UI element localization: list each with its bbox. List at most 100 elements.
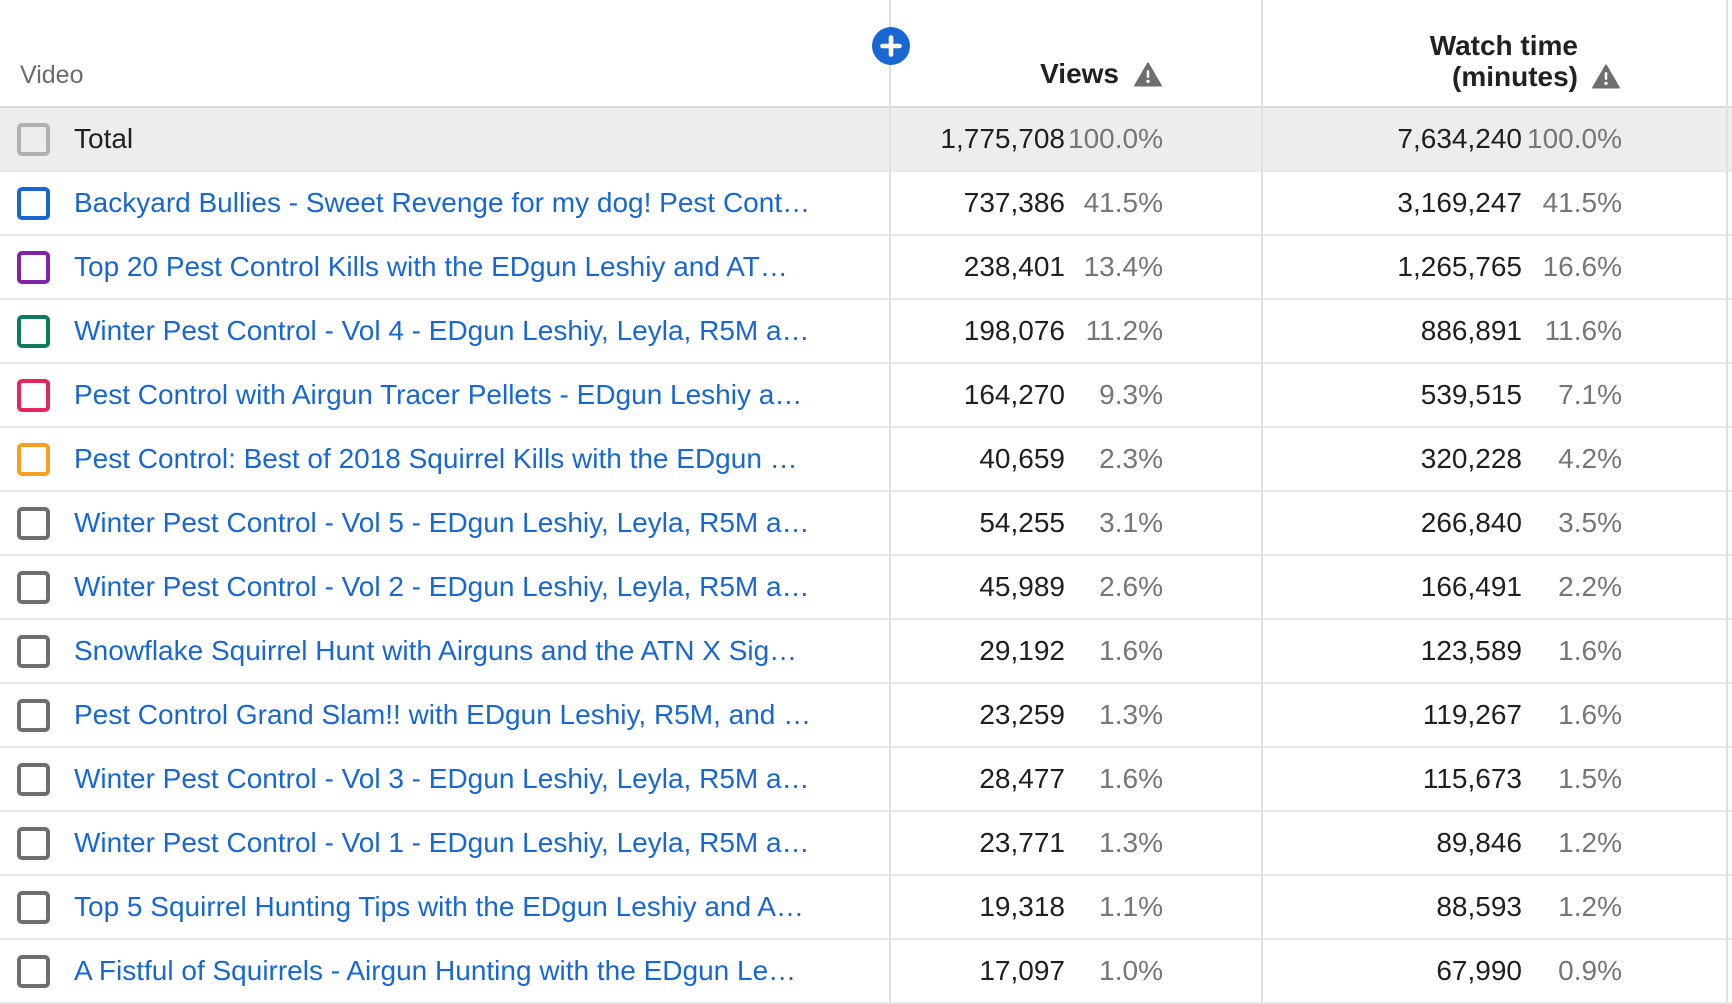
watch-time-cell: 67,990 0.9% xyxy=(1262,955,1727,987)
views-cell: 54,255 3.1% xyxy=(890,507,1262,539)
video-title-link[interactable]: Winter Pest Control - Vol 2 - EDgun Lesh… xyxy=(74,571,810,602)
watch-time-value: 539,515 xyxy=(1420,379,1522,410)
views-percent: 2.3% xyxy=(1099,443,1163,474)
views-cell: 737,386 41.5% xyxy=(890,187,1262,219)
video-cell: Top 5 Squirrel Hunting Tips with the EDg… xyxy=(0,890,890,924)
watch-time-percent: 100.0% xyxy=(1527,123,1622,154)
video-cell: Winter Pest Control - Vol 2 - EDgun Lesh… xyxy=(0,570,890,604)
views-cell: 23,259 1.3% xyxy=(890,699,1262,731)
views-value: 29,192 xyxy=(979,635,1065,666)
views-percent: 1.1% xyxy=(1099,891,1163,922)
table-row: Winter Pest Control - Vol 3 - EDgun Lesh… xyxy=(0,746,1732,810)
video-title-link[interactable]: Snowflake Squirrel Hunt with Airguns and… xyxy=(74,635,798,666)
views-value: 17,097 xyxy=(979,955,1065,986)
watch-time-value: 1,265,765 xyxy=(1397,251,1522,282)
video-title-link[interactable]: Winter Pest Control - Vol 5 - EDgun Lesh… xyxy=(74,507,810,538)
watch-time-percent: 41.5% xyxy=(1542,187,1622,218)
views-value: 28,477 xyxy=(979,763,1065,794)
video-title-link[interactable]: Winter Pest Control - Vol 1 - EDgun Lesh… xyxy=(74,827,810,858)
table-row: Winter Pest Control - Vol 5 - EDgun Lesh… xyxy=(0,490,1732,554)
video-cell: Top 20 Pest Control Kills with the EDgun… xyxy=(0,250,890,284)
video-title-link[interactable]: Top 20 Pest Control Kills with the EDgun… xyxy=(74,251,788,282)
watch-time-value: 89,846 xyxy=(1436,827,1522,858)
table-row: Top 5 Squirrel Hunting Tips with the EDg… xyxy=(0,874,1732,938)
views-value: 45,989 xyxy=(979,571,1065,602)
row-checkbox[interactable] xyxy=(17,954,50,988)
views-value: 40,659 xyxy=(979,443,1065,474)
watch-time-cell: 539,515 7.1% xyxy=(1262,379,1727,411)
column-header-video: Video xyxy=(20,61,84,89)
watch-time-value: 67,990 xyxy=(1436,955,1522,986)
row-checkbox[interactable] xyxy=(17,186,50,220)
views-cell: 29,192 1.6% xyxy=(890,635,1262,667)
watch-time-percent: 2.2% xyxy=(1558,571,1622,602)
watch-time-percent: 1.6% xyxy=(1558,699,1622,730)
row-checkbox[interactable] xyxy=(17,826,50,860)
views-percent: 1.6% xyxy=(1099,635,1163,666)
watch-time-cell: 166,491 2.2% xyxy=(1262,571,1727,603)
row-checkbox[interactable] xyxy=(17,762,50,796)
table-row: Winter Pest Control - Vol 1 - EDgun Lesh… xyxy=(0,810,1732,874)
video-cell: Pest Control with Airgun Tracer Pellets … xyxy=(0,378,890,412)
views-cell: 1,775,708 100.0% xyxy=(890,123,1262,155)
watch-time-value: 166,491 xyxy=(1420,571,1522,602)
table-row: Pest Control: Best of 2018 Squirrel Kill… xyxy=(0,426,1732,490)
video-title-link[interactable]: Pest Control with Airgun Tracer Pellets … xyxy=(74,379,803,410)
video-title-link[interactable]: Pest Control: Best of 2018 Squirrel Kill… xyxy=(74,443,798,474)
watch-time-cell: 89,846 1.2% xyxy=(1262,827,1727,859)
watch-time-value: 123,589 xyxy=(1420,635,1522,666)
views-percent: 1.6% xyxy=(1099,763,1163,794)
warning-icon[interactable] xyxy=(1592,64,1620,89)
views-cell: 238,401 13.4% xyxy=(890,251,1262,283)
video-title-link[interactable]: Pest Control Grand Slam!! with EDgun Les… xyxy=(74,699,812,730)
video-cell: Winter Pest Control - Vol 5 - EDgun Lesh… xyxy=(0,506,890,540)
views-value: 19,318 xyxy=(979,891,1065,922)
table-body: Total 1,775,708 100.0% 7,634,240 100.0% … xyxy=(0,106,1732,1002)
video-cell: Total xyxy=(0,122,890,156)
table-row: Winter Pest Control - Vol 2 - EDgun Lesh… xyxy=(0,554,1732,618)
warning-icon[interactable] xyxy=(1134,61,1162,87)
views-cell: 45,989 2.6% xyxy=(890,571,1262,603)
row-checkbox[interactable] xyxy=(17,378,50,412)
table-row: Top 20 Pest Control Kills with the EDgun… xyxy=(0,234,1732,298)
watch-time-value: 119,267 xyxy=(1422,699,1522,730)
video-title-link[interactable]: Winter Pest Control - Vol 4 - EDgun Lesh… xyxy=(74,315,810,346)
row-checkbox[interactable] xyxy=(17,698,50,732)
video-title-link[interactable]: A Fistful of Squirrels - Airgun Hunting … xyxy=(74,955,797,986)
views-cell: 198,076 11.2% xyxy=(890,315,1262,347)
video-cell: A Fistful of Squirrels - Airgun Hunting … xyxy=(0,954,890,988)
watch-time-value: 115,673 xyxy=(1422,763,1522,794)
views-percent: 41.5% xyxy=(1083,187,1163,218)
views-percent: 1.3% xyxy=(1099,827,1163,858)
video-title-link[interactable]: Backyard Bullies - Sweet Revenge for my … xyxy=(74,187,811,218)
row-checkbox[interactable] xyxy=(17,634,50,668)
views-cell: 19,318 1.1% xyxy=(890,891,1262,923)
video-title-link[interactable]: Winter Pest Control - Vol 3 - EDgun Lesh… xyxy=(74,763,810,794)
watch-time-cell: 115,673 1.5% xyxy=(1262,763,1727,795)
row-checkbox[interactable] xyxy=(17,250,50,284)
table-header: Video Views Watch time (minutes) xyxy=(0,0,1732,106)
row-checkbox[interactable] xyxy=(17,506,50,540)
column-header-watch-time[interactable]: Watch time (minutes) xyxy=(1430,30,1620,92)
views-value: 23,259 xyxy=(979,699,1065,730)
views-cell: 164,270 9.3% xyxy=(890,379,1262,411)
views-percent: 3.1% xyxy=(1099,507,1163,538)
row-checkbox[interactable] xyxy=(17,442,50,476)
watch-time-percent: 11.6% xyxy=(1544,315,1622,346)
video-title-link[interactable]: Top 5 Squirrel Hunting Tips with the EDg… xyxy=(74,891,804,922)
row-checkbox[interactable] xyxy=(17,890,50,924)
views-cell: 17,097 1.0% xyxy=(890,955,1262,987)
views-value: 23,771 xyxy=(979,827,1065,858)
watch-time-value: 7,634,240 xyxy=(1397,123,1522,154)
watch-time-cell: 1,265,765 16.6% xyxy=(1262,251,1727,283)
add-metric-button[interactable] xyxy=(872,27,910,65)
watch-time-percent: 0.9% xyxy=(1558,955,1622,986)
row-checkbox[interactable] xyxy=(17,570,50,604)
views-value: 1,775,708 xyxy=(940,123,1065,154)
video-cell: Snowflake Squirrel Hunt with Airguns and… xyxy=(0,634,890,668)
row-checkbox[interactable] xyxy=(17,314,50,348)
views-cell: 23,771 1.3% xyxy=(890,827,1262,859)
video-cell: Backyard Bullies - Sweet Revenge for my … xyxy=(0,186,890,220)
column-header-views[interactable]: Views xyxy=(1040,58,1162,90)
select-all-checkbox[interactable] xyxy=(17,122,50,156)
